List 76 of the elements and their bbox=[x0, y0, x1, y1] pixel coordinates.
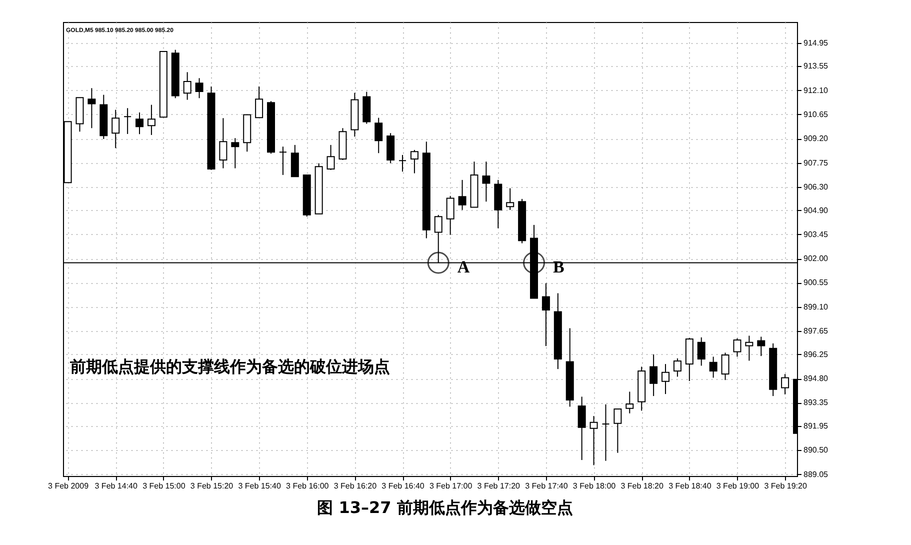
annotation: 前期低点提供的支撑线作为备选的破位进场点 bbox=[69, 357, 390, 376]
candlestick bbox=[446, 195, 454, 236]
candlestick bbox=[733, 338, 742, 358]
y-tick-label: 910.65 bbox=[804, 110, 829, 119]
candlestick bbox=[709, 356, 718, 378]
candlestick bbox=[219, 118, 228, 169]
candlestick bbox=[278, 146, 287, 176]
x-tick-label: 3 Feb 17:00 bbox=[429, 482, 473, 490]
x-tick-label: 3 Feb 16:40 bbox=[382, 482, 425, 490]
candlestick bbox=[124, 108, 132, 134]
y-tick-label: 904.90 bbox=[804, 206, 829, 215]
candlestick bbox=[398, 154, 407, 172]
candlestick bbox=[88, 88, 96, 129]
y-tick-label: 903.45 bbox=[804, 230, 829, 239]
candlestick bbox=[410, 149, 418, 174]
x-tick-label: 3 Feb 18:00 bbox=[572, 482, 616, 490]
x-tick-label: 3 Feb 15:20 bbox=[190, 482, 234, 490]
x-tick-label: 3 Feb 17:20 bbox=[477, 482, 521, 490]
y-tick-label: 900.55 bbox=[804, 278, 829, 288]
annotation: B bbox=[553, 258, 564, 277]
y-tick-label: 913.55 bbox=[804, 62, 829, 71]
candlestick bbox=[482, 161, 490, 202]
caption: 图 13–27 前期低点作为备选做空点 bbox=[317, 498, 573, 517]
x-tick-label: 3 Feb 19:00 bbox=[716, 482, 760, 490]
x-tick-label: 3 Feb 18:40 bbox=[668, 482, 712, 490]
candlestick bbox=[147, 104, 156, 136]
y-tick-label: 893.35 bbox=[804, 398, 829, 408]
candlestick bbox=[231, 138, 240, 169]
candlestick bbox=[326, 144, 335, 170]
x-tick-label: 3 Feb 16:20 bbox=[334, 482, 378, 490]
y-tick-label: 891.95 bbox=[804, 422, 829, 431]
y-tick-label: 896.25 bbox=[804, 350, 829, 359]
candlestick bbox=[112, 109, 120, 149]
y-tick-label: 894.80 bbox=[804, 374, 829, 384]
y-tick-label: 912.10 bbox=[804, 86, 829, 95]
y-tick-label: 889.05 bbox=[804, 470, 829, 479]
x-tick-label: 3 Feb 17:40 bbox=[525, 482, 568, 490]
candlestick bbox=[662, 364, 670, 395]
candlestick bbox=[183, 72, 192, 100]
candlestick bbox=[542, 282, 550, 347]
x-tick-label: 3 Feb 18:20 bbox=[620, 482, 664, 490]
y-tick-label: 899.10 bbox=[804, 302, 829, 312]
candlestick bbox=[745, 335, 754, 362]
candlestick bbox=[255, 86, 264, 118]
candlestick bbox=[136, 112, 144, 135]
candlestick bbox=[721, 352, 730, 381]
x-tick-label: 3 Feb 2009 bbox=[48, 482, 90, 490]
y-tick-label: 909.20 bbox=[804, 134, 829, 144]
candlestick bbox=[781, 374, 790, 395]
candlestick bbox=[614, 408, 622, 454]
x-tick-label: 3 Feb 16:00 bbox=[286, 482, 330, 490]
y-tick-label: 890.50 bbox=[804, 446, 829, 455]
y-tick-label: 907.75 bbox=[804, 158, 829, 168]
candlestick bbox=[673, 358, 682, 378]
x-tick-label: 3 Feb 14:40 bbox=[94, 482, 138, 490]
y-tick-label: 902.00 bbox=[804, 254, 829, 264]
candlestick bbox=[458, 179, 466, 210]
annotation: A bbox=[457, 258, 470, 277]
candlestick bbox=[626, 391, 634, 414]
candlestick bbox=[506, 188, 514, 210]
candlestick bbox=[195, 78, 204, 99]
candlestick bbox=[374, 117, 383, 154]
y-tick-label: 914.95 bbox=[804, 38, 829, 48]
x-tick-label: 3 Feb 15:40 bbox=[238, 482, 282, 490]
candlestick bbox=[697, 336, 706, 366]
x-tick-label: 3 Feb 19:20 bbox=[764, 482, 808, 490]
y-tick-label: 897.65 bbox=[804, 326, 829, 336]
y-tick-label: 906.30 bbox=[804, 182, 829, 192]
candlestick bbox=[290, 144, 299, 178]
candlestick bbox=[757, 336, 766, 357]
candlestick bbox=[650, 354, 658, 397]
x-tick-label: 3 Feb 15:00 bbox=[142, 482, 186, 490]
candlestick bbox=[578, 396, 586, 461]
candlestick bbox=[590, 416, 598, 466]
candlestick bbox=[386, 132, 395, 164]
candlestick bbox=[602, 404, 610, 462]
